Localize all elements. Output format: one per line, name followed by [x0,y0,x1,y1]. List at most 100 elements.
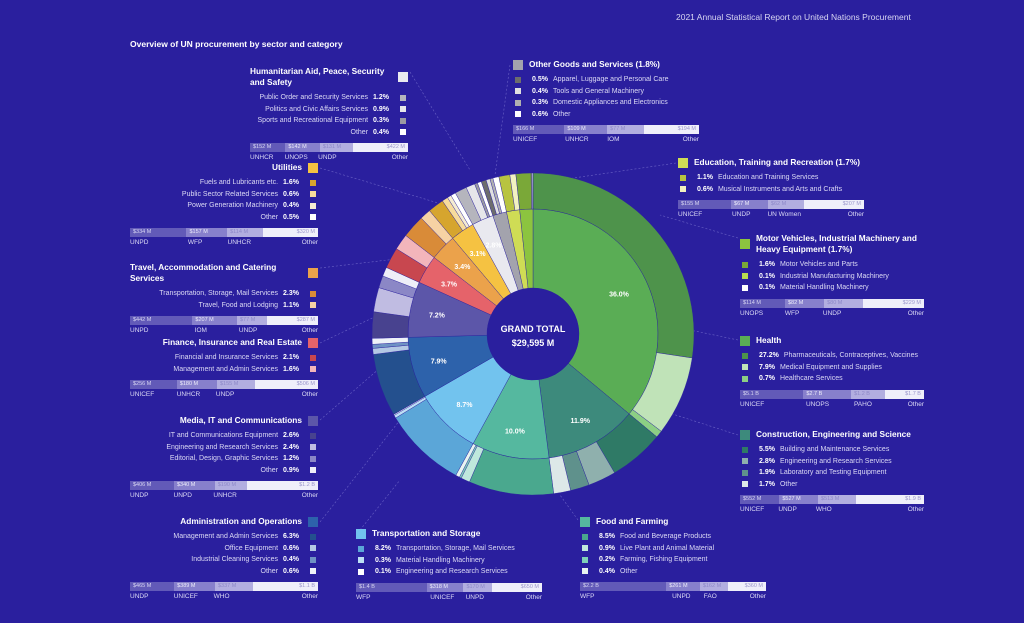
agency-bar-segment: $1.2 B [246,481,319,490]
category-label: Live Plant and Animal Material [619,544,715,552]
agency-labels: WFP UNPD FAO Other [580,593,766,600]
category-pct: 6.3% [283,533,299,541]
sector-title-row: Utilities [130,162,318,173]
sector-panel-humanitarian: Humanitarian Aid, Peace, Security and Sa… [250,66,408,161]
category-label: Tools and General Machinery [552,87,645,95]
sector-title-row: Health [740,335,924,346]
category-label: Other [260,567,279,575]
category-item: 0.2% Farming, Fishing Equipment [580,554,766,566]
category-swatch [742,261,748,268]
sector-title-row: Other Goods and Services (1.8%) [513,59,699,70]
sector-pct-label: 8.7% [457,402,474,409]
agency-name: Other [301,391,318,398]
sector-swatch [740,429,750,440]
category-item: 7.9% Medical Equipment and Supplies [740,362,924,374]
category-label: Pharmaceuticals, Contraceptives, Vaccine… [783,352,918,360]
category-swatch [742,446,748,453]
leader-line [319,299,411,344]
category-swatch [358,568,364,575]
category-label: Engineering and Research Services [395,568,508,576]
agency-name: UNICEF [740,400,765,408]
category-swatch [310,533,316,540]
category-pct: 27.2% [759,352,779,360]
category-pct: 0.9% [373,105,389,113]
category-pct: 8.2% [375,545,391,553]
agency-bar-segment: $527 M [779,495,818,504]
category-pct: 5.5% [759,446,775,454]
category-pct: 2.1% [283,354,299,362]
category-label: Transportation, Storage, Mail Services [395,545,515,553]
sector-title-row: Motor Vehicles, Industrial Machinery and… [740,233,924,255]
category-label: Financial and Insurance Services [174,354,279,362]
category-swatch [515,111,521,118]
agency-bar-segment: $229 M [862,298,925,308]
agency-bar-segment: $194 M [643,125,699,134]
category-pct: 1.2% [373,94,389,102]
leader-line [359,479,401,531]
agency-bar-segment: $406 M [130,481,174,490]
category-item: Management and Admin Services 1.6% [130,364,318,376]
category-pct: 2.6% [283,432,299,440]
category-swatch [310,467,316,474]
agency-name: WFP [580,593,595,600]
agency-name: UNDP [318,154,337,161]
agency-name: Other [847,211,864,218]
category-label: Building and Maintenance Services [779,446,890,454]
sector-title: Health [756,335,782,345]
agency-name: UNHCR [176,391,201,398]
category-item: 1.9% Laboratory and Testing Equipment [740,467,924,479]
category-swatch [680,186,686,193]
category-label: Food and Beverage Products [619,533,712,541]
category-item: Other 0.4% [250,127,408,139]
sector-title-row: Food and Farming [580,516,766,527]
category-item: Travel, Food and Lodging 1.1% [130,300,318,312]
category-swatch [742,481,748,488]
category-item: 0.6% Musical Instruments and Arts and Cra… [678,184,864,196]
category-pct: 0.3% [532,99,548,107]
category-swatch [310,302,316,309]
agency-name: Other [301,593,319,600]
category-pct: 1.7% [759,480,775,488]
category-item: 0.5% Apparel, Luggage and Personal Care [513,74,699,86]
agency-bar: $155 M $67 M $62 M $207 M [678,200,864,209]
category-item: Editorial, Design, Graphic Services 1.2% [130,453,318,465]
category-label: Industrial Manufacturing Machinery [779,272,889,280]
category-item: Power Generation Machinery 0.4% [130,200,318,212]
agency-bar: $166 M $109 M $77 M $194 M [513,125,699,134]
sector-swatch [398,72,408,82]
category-pct: 1.6% [283,365,299,373]
agency-bar: $2.2 B $261 M $162 M $360 M [580,582,767,591]
sector-pct-label: 36.0% [609,292,630,299]
category-swatch [742,375,748,382]
agency-bar-segment: $287 M [266,316,318,325]
agency-bar-segment: $1.1 B [253,582,318,591]
category-item: 1.7% Other [740,479,924,491]
category-label: Management and Admin Services [173,365,279,373]
category-label: Management and Admin Services [173,533,279,541]
agency-bar-segment: $1.2 B [851,389,885,399]
category-item: Sports and Recreational Equipment 0.3% [250,115,408,127]
category-swatch [515,88,521,95]
agency-bar-segment: $155 M [216,380,255,389]
leader-line [319,167,446,206]
sector-title-row: Administration and Operations [130,516,318,527]
category-swatch [400,117,406,124]
category-label: Domestic Appliances and Electronics [552,99,668,107]
category-label: Other [619,567,638,575]
agency-labels: UNICEF UNDP UN Women Other [678,211,864,218]
leader-line [494,64,511,176]
leader-line [319,354,396,421]
sector-pct-label: 3.4% [454,264,471,271]
agency-bar-segment: $360 M [727,582,767,591]
report-title: 2021 Annual Statistical Report on United… [676,12,911,22]
sector-swatch [308,337,318,348]
agency-bar-segment: $5.1 B [740,389,804,399]
category-item: 5.5% Building and Maintenance Services [740,444,924,456]
agency-name: UNDP [238,327,258,334]
sector-title: Travel, Accommodation and Catering Servi… [130,262,277,283]
category-swatch [310,556,316,563]
sector-pct-label: 3.1% [470,251,487,258]
category-pct: 8.5% [599,533,615,541]
category-item: 8.2% Transportation, Storage, Mail Servic… [356,543,542,555]
category-pct: 2.4% [283,443,299,451]
